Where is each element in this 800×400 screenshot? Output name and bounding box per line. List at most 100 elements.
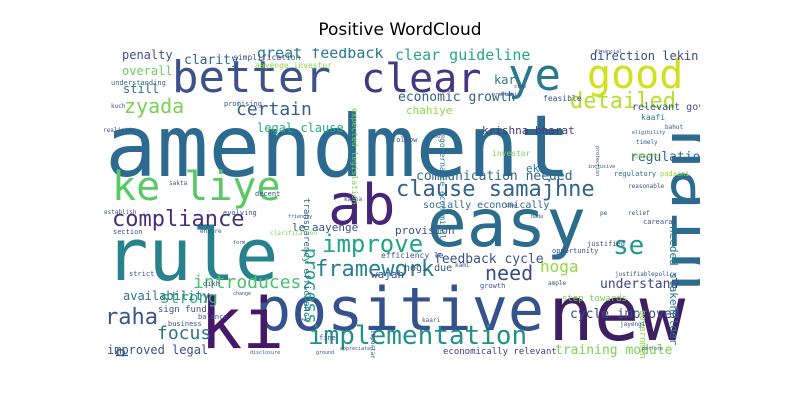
word-2: easy <box>427 185 586 262</box>
word-17: compliance <box>112 207 244 232</box>
word-72: bahut <box>665 124 683 131</box>
word-26: certain <box>236 99 312 120</box>
word-29: digital <box>112 348 131 358</box>
word-63: government support <box>637 310 647 358</box>
word-82: evolving <box>223 209 257 217</box>
word-76: regulatory <box>614 170 656 178</box>
word-104: appreciated <box>340 346 373 352</box>
word-cloud: amendment easy new positive rule hain ki ye good… <box>100 48 700 358</box>
word-11: clear <box>361 56 481 102</box>
word-123: dekho <box>430 134 445 140</box>
word-19: framework <box>315 257 434 282</box>
word-71: timely <box>636 139 658 146</box>
word-44: legal clause <box>257 121 344 135</box>
word-97: growth <box>480 282 505 290</box>
word-102: kaari <box>422 317 440 324</box>
word-115: inclusive <box>588 164 615 170</box>
word-86: efficiency le <box>381 251 444 260</box>
word-90: opportunity <box>552 247 598 255</box>
word-49: chahiye <box>406 104 452 117</box>
word-10: better <box>172 52 331 103</box>
word-37: cycle improved <box>570 307 680 322</box>
word-7: ki <box>200 283 284 358</box>
word-50: krishna bharat <box>482 124 575 137</box>
word-13: ke liye <box>112 164 281 210</box>
word-52: le aayenge <box>292 221 358 234</box>
word-53: wajah <box>371 268 404 281</box>
word-85: clarification <box>270 230 317 237</box>
chart-title: Positive WordCloud <box>318 20 482 40</box>
word-101: important <box>369 330 376 358</box>
word-28: strong <box>160 288 218 307</box>
word-66: aayenge investor <box>255 61 332 70</box>
word-92: justifiable <box>615 271 655 278</box>
word-12: ab <box>328 173 395 238</box>
word-84: establish <box>104 209 137 216</box>
word-30: introduces <box>193 272 301 293</box>
word-113: bada <box>531 214 543 220</box>
word-27: process <box>300 248 321 324</box>
word-46: penalty <box>122 48 173 62</box>
word-74: investor <box>492 149 531 158</box>
word-42: direction lekin <box>590 49 698 63</box>
word-117: sahi <box>505 92 517 98</box>
word-78: ensure <box>634 152 659 160</box>
word-121: protection <box>594 146 600 176</box>
word-21: need <box>485 261 533 285</box>
word-91: carearas <box>643 218 677 226</box>
word-69: feasible <box>543 94 582 103</box>
word-41: availability <box>123 289 210 303</box>
word-125: kuch <box>111 103 126 110</box>
word-70: kaafi <box>641 113 665 122</box>
word-65: simplification <box>233 53 301 62</box>
word-108: financial <box>595 49 622 55</box>
word-40: improved legal <box>107 343 208 357</box>
word-35: regulation <box>630 150 700 165</box>
word-118: problem <box>492 92 513 98</box>
word-81: decent <box>255 190 280 198</box>
word-100: business <box>168 320 202 328</box>
word-110: disclosure <box>250 350 280 356</box>
word-93: policy <box>655 271 677 278</box>
word-62: expected legislation <box>350 108 359 205</box>
word-67: understanding <box>111 79 166 87</box>
word-106: parfore <box>642 346 663 352</box>
word-22: hoga <box>540 257 579 276</box>
word-32: clear guideline <box>395 48 530 64</box>
word-33: economic growth <box>398 90 515 105</box>
word-8: ye <box>508 50 561 101</box>
word-38: feedback cycle <box>434 252 544 267</box>
word-16: detailed <box>570 89 676 114</box>
word-43: clarity <box>184 53 239 68</box>
word-89: justified <box>587 240 625 248</box>
word-120: isme <box>505 203 517 209</box>
word-80: sakta <box>169 180 187 187</box>
word-105: jayengi <box>620 321 646 328</box>
word-98: ample <box>548 280 566 287</box>
word-20: se <box>613 231 644 261</box>
word-103: fine <box>319 334 336 342</box>
word-109: ground <box>316 350 334 356</box>
word-4: positive <box>255 275 544 345</box>
word-116: reasonable <box>628 183 665 190</box>
word-48: kar <box>494 73 516 87</box>
word-57: economically relevant <box>443 347 557 357</box>
word-64: governance economical <box>438 138 447 239</box>
word-3: new <box>548 269 686 358</box>
word-15: clause samajhne <box>396 177 595 202</box>
word-122: eligibility <box>632 130 665 136</box>
word-96: kami <box>455 262 470 269</box>
word-54: hogi due <box>404 263 452 274</box>
word-31: great feedback <box>257 48 383 62</box>
word-94: strict <box>129 270 154 278</box>
word-124: friendly <box>288 214 312 220</box>
word-25: zyada <box>124 94 184 118</box>
word-77: ek <box>526 162 540 175</box>
word-114: pe <box>600 210 608 217</box>
word-45: overall <box>122 64 173 78</box>
word-61: transparency efficiency <box>301 198 311 323</box>
word-68: promising <box>224 100 262 108</box>
word-55: sign fund <box>158 305 207 315</box>
word-75: follow <box>392 136 418 144</box>
